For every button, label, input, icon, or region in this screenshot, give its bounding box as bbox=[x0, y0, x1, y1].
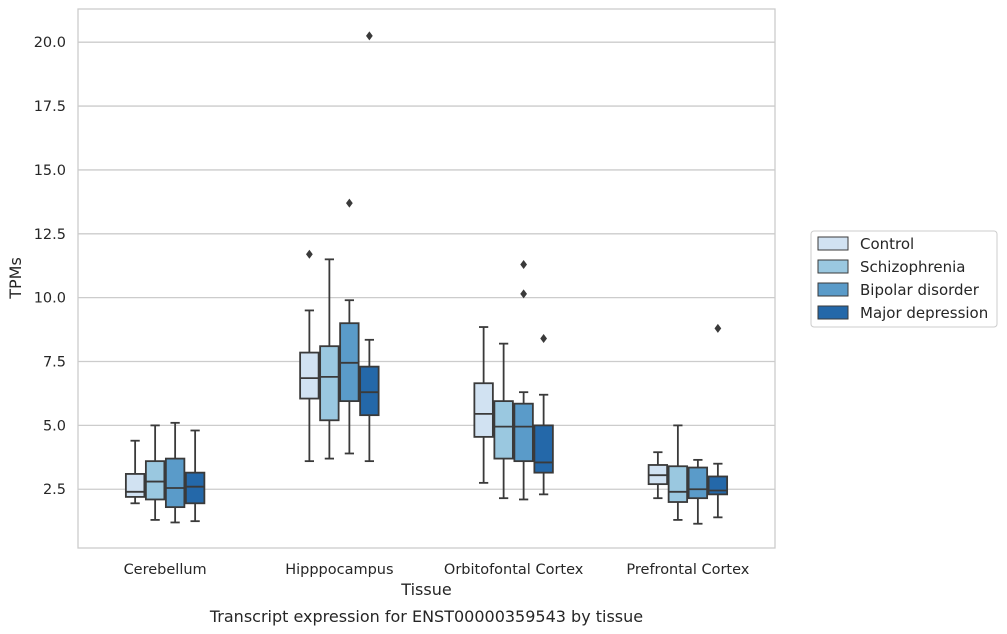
box bbox=[687, 466, 709, 500]
box-group bbox=[473, 326, 494, 484]
y-tick-label: 10.0 bbox=[34, 291, 66, 307]
box-group bbox=[359, 31, 380, 463]
outlier-point bbox=[714, 323, 722, 333]
box-group bbox=[533, 334, 554, 496]
y-tick-label: 2.5 bbox=[43, 482, 66, 498]
box-group bbox=[144, 424, 166, 521]
legend-label: Control bbox=[860, 235, 914, 253]
y-tick-label: 7.5 bbox=[43, 355, 66, 371]
legend-label: Bipolar disorder bbox=[860, 281, 980, 299]
legend-item: Control bbox=[817, 235, 914, 253]
box-groups bbox=[124, 31, 729, 525]
box bbox=[124, 473, 146, 498]
box bbox=[473, 382, 494, 438]
box-group bbox=[319, 258, 340, 460]
legend-item: Bipolar disorder bbox=[817, 281, 980, 299]
y-tick-label: 15.0 bbox=[34, 163, 66, 179]
x-tick-label: Cerebellum bbox=[124, 562, 207, 578]
legend-swatch bbox=[817, 305, 849, 320]
box-group bbox=[707, 323, 729, 519]
legend-frame bbox=[810, 230, 998, 328]
box-group bbox=[184, 429, 206, 523]
y-tick-label: 12.5 bbox=[34, 227, 66, 243]
box-group bbox=[667, 424, 689, 521]
x-tick-label: Orbitofontal Cortex bbox=[444, 562, 584, 578]
x-axis-ticks: Cerebellum Hipppocampus Orbitofontal Corte… bbox=[124, 562, 750, 578]
legend-item: Schizophrenia bbox=[817, 258, 965, 276]
legend-label: Major depression bbox=[860, 304, 988, 322]
legend-label: Schizophrenia bbox=[860, 258, 965, 276]
box bbox=[319, 345, 340, 422]
box-group bbox=[493, 342, 514, 500]
legend-item: Major depression bbox=[817, 304, 988, 322]
grid-lines bbox=[78, 41, 775, 490]
y-axis-ticks: 2.5 5.0 7.5 10.0 12.5 15.0 17.5 20.0 bbox=[34, 35, 66, 498]
plot-area-frame bbox=[77, 8, 776, 549]
box bbox=[184, 471, 206, 505]
box-group bbox=[339, 198, 360, 455]
outlier-point bbox=[306, 249, 313, 259]
box bbox=[164, 457, 186, 509]
legend: Control Schizophrenia Bipolar disorder Majo… bbox=[810, 230, 998, 328]
y-tick-label: 17.5 bbox=[34, 99, 66, 115]
outlier-point bbox=[366, 31, 373, 41]
legend-swatch bbox=[817, 236, 849, 251]
box-group bbox=[687, 458, 709, 525]
y-axis-label: TPMs bbox=[6, 257, 25, 300]
box bbox=[299, 351, 320, 400]
box bbox=[513, 402, 534, 463]
box-group bbox=[164, 421, 186, 524]
box bbox=[707, 475, 729, 496]
box bbox=[493, 400, 514, 460]
box-group bbox=[124, 439, 146, 505]
legend-swatch bbox=[817, 282, 849, 297]
chart-caption: Transcript expression for ENST0000035954… bbox=[209, 607, 643, 626]
y-tick-label: 20.0 bbox=[34, 35, 66, 51]
box-group bbox=[647, 451, 669, 500]
x-tick-label: Prefrontal Cortex bbox=[626, 562, 749, 578]
box bbox=[667, 465, 689, 503]
box bbox=[144, 460, 166, 501]
x-tick-label: Hipppocampus bbox=[285, 562, 393, 578]
x-axis-label: Tissue bbox=[400, 580, 451, 599]
outlier-point bbox=[520, 289, 527, 299]
box-group bbox=[299, 249, 320, 463]
box bbox=[533, 424, 554, 474]
box-group bbox=[513, 259, 534, 501]
outlier-point bbox=[346, 198, 353, 208]
outlier-point bbox=[540, 334, 547, 344]
box bbox=[359, 365, 380, 417]
outlier-point bbox=[520, 259, 527, 269]
y-tick-label: 5.0 bbox=[43, 418, 66, 434]
legend-swatch bbox=[817, 259, 849, 274]
